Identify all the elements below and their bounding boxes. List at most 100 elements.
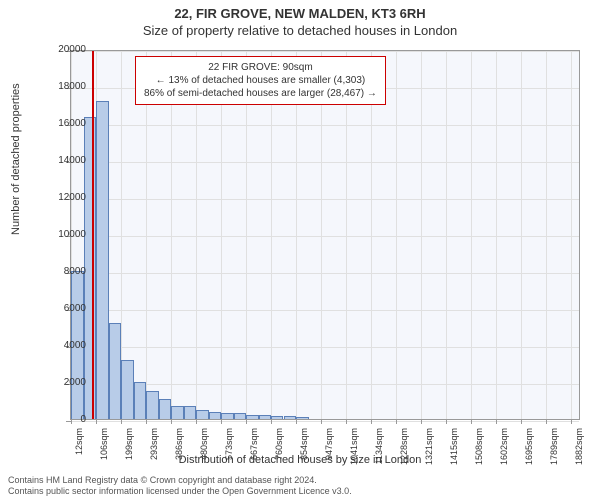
gridline-v — [221, 51, 222, 419]
histogram-bar — [184, 406, 197, 419]
x-tick — [471, 419, 472, 424]
gridline-v — [471, 51, 472, 419]
gridline-h — [71, 51, 579, 52]
y-tick-label: 14000 — [36, 155, 86, 166]
gridline-v — [196, 51, 197, 419]
gridline-v — [296, 51, 297, 419]
x-tick — [146, 419, 147, 424]
histogram-bar — [121, 360, 134, 419]
histogram-bar — [284, 416, 297, 419]
chart-area: 22 FIR GROVE: 90sqm ← 13% of detached ho… — [70, 50, 580, 420]
histogram-bar — [134, 382, 147, 419]
x-tick — [221, 419, 222, 424]
x-tick-label: 854sqm — [299, 428, 309, 468]
histogram-bar — [234, 413, 247, 419]
y-tick-label: 16000 — [36, 118, 86, 129]
title-sub: Size of property relative to detached ho… — [0, 21, 600, 38]
x-tick — [421, 419, 422, 424]
x-tick-label: 1602sqm — [499, 428, 509, 468]
x-tick-label: 1321sqm — [424, 428, 434, 468]
y-tick-label: 0 — [36, 414, 86, 425]
chart-container: 22, FIR GROVE, NEW MALDEN, KT3 6RH Size … — [0, 0, 600, 500]
gridline-h — [71, 199, 579, 200]
x-tick — [346, 419, 347, 424]
footer-line-2: Contains public sector information licen… — [8, 486, 592, 498]
gridline-v — [446, 51, 447, 419]
gridline-v — [271, 51, 272, 419]
x-tick-label: 1882sqm — [574, 428, 584, 468]
x-tick-label: 293sqm — [149, 428, 159, 468]
x-tick-label: 12sqm — [74, 428, 84, 468]
callout-line-3: 86% of semi-detached houses are larger (… — [144, 87, 377, 100]
gridline-h — [71, 310, 579, 311]
gridline-h — [71, 236, 579, 237]
y-tick-label: 2000 — [36, 377, 86, 388]
y-tick-label: 8000 — [36, 266, 86, 277]
x-tick — [496, 419, 497, 424]
gridline-v — [521, 51, 522, 419]
title-main: 22, FIR GROVE, NEW MALDEN, KT3 6RH — [0, 0, 600, 21]
x-tick-label: 947sqm — [324, 428, 334, 468]
callout-line-1: 22 FIR GROVE: 90sqm — [144, 61, 377, 74]
gridline-v — [421, 51, 422, 419]
gridline-v — [146, 51, 147, 419]
histogram-bar — [296, 417, 309, 419]
x-tick-label: 480sqm — [199, 428, 209, 468]
x-tick — [246, 419, 247, 424]
x-tick — [371, 419, 372, 424]
x-tick — [296, 419, 297, 424]
histogram-bar — [259, 415, 271, 419]
y-tick-label: 18000 — [36, 81, 86, 92]
x-tick — [571, 419, 572, 424]
callout-box: 22 FIR GROVE: 90sqm ← 13% of detached ho… — [135, 56, 386, 105]
x-tick-label: 573sqm — [224, 428, 234, 468]
gridline-h — [71, 347, 579, 348]
property-marker-line — [92, 51, 94, 419]
x-tick-label: 199sqm — [124, 428, 134, 468]
x-tick — [171, 419, 172, 424]
x-tick — [96, 419, 97, 424]
x-tick-label: 1134sqm — [374, 428, 384, 468]
x-tick-label: 386sqm — [174, 428, 184, 468]
histogram-bar — [221, 413, 234, 419]
gridline-h — [71, 421, 579, 422]
gridline-v — [396, 51, 397, 419]
x-tick — [446, 419, 447, 424]
gridline-h — [71, 125, 579, 126]
histogram-bar — [196, 410, 209, 419]
x-tick — [521, 419, 522, 424]
gridline-v — [171, 51, 172, 419]
gridline-h — [71, 162, 579, 163]
x-tick-label: 1508sqm — [474, 428, 484, 468]
x-tick-label: 760sqm — [274, 428, 284, 468]
y-tick-label: 6000 — [36, 303, 86, 314]
x-tick — [321, 419, 322, 424]
gridline-v — [321, 51, 322, 419]
gridline-v — [546, 51, 547, 419]
callout-line-2: ← 13% of detached houses are smaller (4,… — [144, 74, 377, 87]
gridline-v — [571, 51, 572, 419]
histogram-bar — [109, 323, 121, 419]
histogram-bar — [159, 399, 171, 419]
y-tick-label: 20000 — [36, 44, 86, 55]
gridline-h — [71, 273, 579, 274]
histogram-bar — [171, 406, 184, 419]
x-tick — [271, 419, 272, 424]
histogram-bar — [146, 391, 159, 419]
x-tick-label: 1415sqm — [449, 428, 459, 468]
x-tick-label: 667sqm — [249, 428, 259, 468]
y-tick-label: 10000 — [36, 229, 86, 240]
histogram-bar — [246, 415, 259, 419]
x-tick-label: 1789sqm — [549, 428, 559, 468]
plot-background — [70, 50, 580, 420]
y-tick-label: 12000 — [36, 192, 86, 203]
y-axis-label: Number of detached properties — [10, 83, 22, 235]
footer: Contains HM Land Registry data © Crown c… — [8, 475, 592, 498]
x-tick — [196, 419, 197, 424]
x-tick-label: 106sqm — [99, 428, 109, 468]
x-tick-label: 1695sqm — [524, 428, 534, 468]
x-tick — [121, 419, 122, 424]
histogram-bar — [209, 412, 221, 419]
gridline-v — [346, 51, 347, 419]
gridline-v — [496, 51, 497, 419]
